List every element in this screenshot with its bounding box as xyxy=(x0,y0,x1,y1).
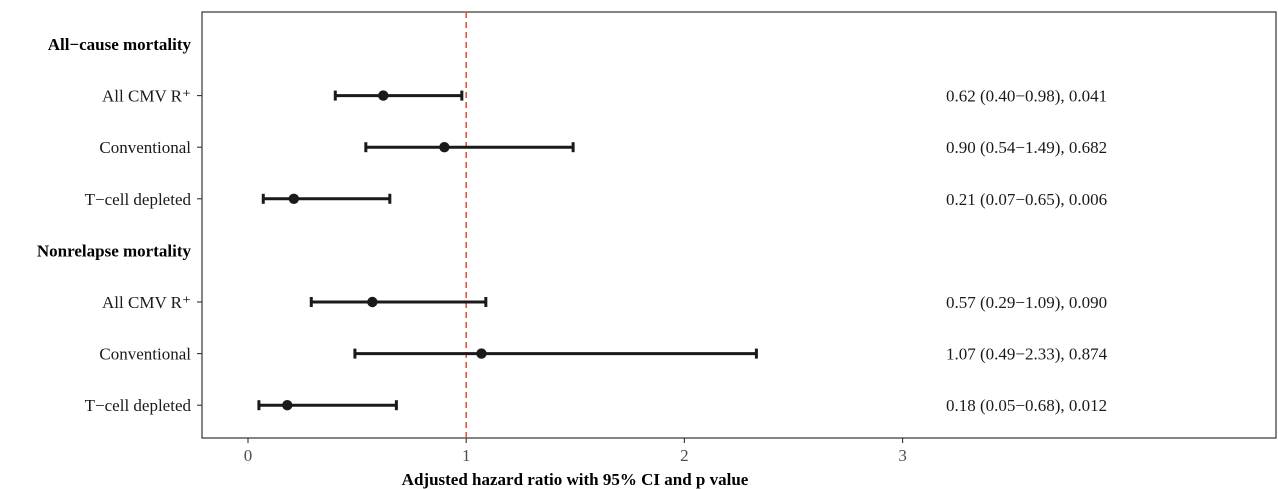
group-label: All−cause mortality xyxy=(48,35,192,54)
estimate-row: T−cell depleted 0.18 (0.05−0.68), 0.012 xyxy=(85,396,1108,415)
x-tick-label: 2 xyxy=(680,446,689,465)
group-row: All−cause mortality xyxy=(48,35,192,54)
group-label: Nonrelapse mortality xyxy=(37,241,192,260)
point-estimate xyxy=(439,142,450,153)
row-annotation: 0.21 (0.07−0.65), 0.006 xyxy=(946,190,1107,209)
estimate-row: T−cell depleted 0.21 (0.07−0.65), 0.006 xyxy=(85,190,1108,209)
point-estimate xyxy=(288,193,300,204)
row-annotation: 0.18 (0.05−0.68), 0.012 xyxy=(946,396,1107,415)
x-axis: 0 1 2 3 xyxy=(244,438,907,465)
x-tick-label: 1 xyxy=(462,446,471,465)
row-label: Conventional xyxy=(99,138,191,157)
row-label: All CMV R⁺ xyxy=(102,293,191,312)
row-label: All CMV R⁺ xyxy=(102,87,191,106)
point-estimate xyxy=(378,90,389,101)
point-estimate xyxy=(367,296,378,308)
row-label: Conventional xyxy=(99,345,191,364)
x-tick-label: 0 xyxy=(244,446,253,465)
x-tick-label: 3 xyxy=(898,446,907,465)
row-annotation: 0.62 (0.40−0.98), 0.041 xyxy=(946,87,1107,106)
rows-layer: All−cause mortality All CMV R⁺ 0.62 (0.40−… xyxy=(37,35,1108,415)
estimate-row: All CMV R⁺ 0.57 (0.29−1.09), 0.090 xyxy=(102,293,1107,312)
row-label: T−cell depleted xyxy=(85,190,192,209)
x-axis-title: Adjusted hazard ratio with 95% CI and p … xyxy=(402,470,749,489)
point-estimate xyxy=(476,348,487,359)
estimate-row: Conventional 0.90 (0.54−1.49), 0.682 xyxy=(99,138,1107,157)
estimate-row: Conventional 1.07 (0.49−2.33), 0.874 xyxy=(99,345,1107,364)
plot-panel xyxy=(201,11,1277,439)
point-estimate xyxy=(282,400,293,411)
row-annotation: 1.07 (0.49−2.33), 0.874 xyxy=(946,345,1108,364)
row-annotation: 0.90 (0.54−1.49), 0.682 xyxy=(946,138,1107,157)
row-annotation: 0.57 (0.29−1.09), 0.090 xyxy=(946,293,1107,312)
row-label: T−cell depleted xyxy=(85,396,192,415)
group-row: Nonrelapse mortality xyxy=(37,241,192,260)
estimate-row: All CMV R⁺ 0.62 (0.40−0.98), 0.041 xyxy=(102,87,1107,106)
